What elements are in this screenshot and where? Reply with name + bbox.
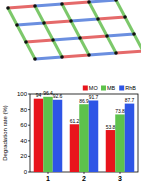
data-label: 53.8 xyxy=(106,124,116,130)
figure: 0 20 40 60 80 100 Degradation rate (%) 9496.492… xyxy=(0,0,141,189)
y-tick xyxy=(28,140,30,141)
rod xyxy=(44,21,71,23)
rod xyxy=(125,17,134,34)
data-label: 91.7 xyxy=(89,94,99,100)
bar xyxy=(89,100,99,172)
rod xyxy=(35,6,44,23)
y-tick xyxy=(28,156,30,157)
node xyxy=(42,21,46,25)
rod xyxy=(116,51,141,53)
y-tick-label: 0 xyxy=(24,169,28,175)
bar xyxy=(79,104,89,172)
x-tick xyxy=(84,172,85,174)
data-labels: 9496.492.6 61.2 86.991.7 53.8 73.887.7 xyxy=(36,90,135,129)
x-tick xyxy=(120,172,121,174)
rod xyxy=(26,42,35,59)
rod xyxy=(107,34,134,36)
legend-swatch xyxy=(83,86,88,91)
node xyxy=(6,6,10,10)
data-label: 61.2 xyxy=(70,118,80,124)
legend-label: MO xyxy=(89,85,99,91)
y-tick xyxy=(28,172,30,173)
rod xyxy=(17,23,44,25)
node xyxy=(69,19,73,23)
node xyxy=(51,38,55,42)
y-tick xyxy=(28,94,30,95)
data-label: 94 xyxy=(36,92,42,98)
bar xyxy=(125,104,135,172)
rod xyxy=(71,21,80,38)
rod xyxy=(17,25,26,42)
rod xyxy=(80,36,107,38)
rod xyxy=(89,0,116,2)
rod xyxy=(8,8,17,25)
legend-label: RhB xyxy=(125,85,136,91)
node xyxy=(15,23,19,27)
rod xyxy=(80,38,89,55)
rod xyxy=(35,57,62,59)
y-tick xyxy=(28,125,30,126)
rod xyxy=(53,38,80,40)
node xyxy=(96,17,100,21)
y-axis-label: Degradation rate (%) xyxy=(2,105,8,161)
node xyxy=(87,53,91,57)
node xyxy=(60,2,64,6)
x-tick-label: 2 xyxy=(82,175,86,182)
node xyxy=(24,40,28,44)
node xyxy=(114,0,118,2)
y-tick xyxy=(28,109,30,110)
rod xyxy=(8,6,35,8)
node xyxy=(33,57,37,61)
rod xyxy=(71,19,98,21)
rod xyxy=(44,23,53,40)
node xyxy=(60,55,64,59)
rod xyxy=(53,40,62,57)
rod xyxy=(62,4,71,21)
y-tick-label: 40 xyxy=(20,138,27,144)
legend-swatch xyxy=(119,86,124,91)
node xyxy=(33,4,37,8)
plot-frame xyxy=(30,94,138,172)
bar xyxy=(106,130,116,172)
node xyxy=(105,34,109,38)
node xyxy=(87,0,91,4)
bar xyxy=(43,97,53,172)
rod xyxy=(134,34,141,51)
data-label: 96.4 xyxy=(43,90,53,96)
bar xyxy=(70,124,80,172)
x-tick-label: 3 xyxy=(118,175,122,182)
node xyxy=(114,51,118,55)
rod xyxy=(89,53,116,55)
rod xyxy=(26,40,53,42)
data-label: 92.6 xyxy=(53,93,63,99)
y-tick-label: 100 xyxy=(17,91,28,97)
lattice-diagram xyxy=(6,0,141,61)
y-tick-label: 60 xyxy=(20,122,27,128)
bar xyxy=(34,99,44,172)
rod xyxy=(35,4,62,6)
legend: RhB MB MO xyxy=(83,85,136,91)
y-tick-label: 20 xyxy=(20,153,27,159)
rod xyxy=(89,2,98,19)
legend-swatch xyxy=(101,86,106,91)
bar xyxy=(53,100,63,172)
data-label: 86.9 xyxy=(79,98,89,104)
node xyxy=(132,32,136,36)
data-label: 87.7 xyxy=(125,97,135,103)
bars xyxy=(34,97,135,172)
node xyxy=(78,36,82,40)
rod xyxy=(62,55,89,57)
node xyxy=(123,15,127,19)
rod xyxy=(62,2,89,4)
rod xyxy=(116,0,125,17)
rod xyxy=(98,19,107,36)
legend-label: MB xyxy=(107,85,116,91)
y-tick-label: 80 xyxy=(20,107,27,113)
x-tick xyxy=(48,172,49,174)
x-tick-label: 1 xyxy=(46,175,50,182)
data-label: 73.8 xyxy=(115,108,125,114)
rod xyxy=(98,17,125,19)
rod xyxy=(107,36,116,53)
bar xyxy=(115,114,125,172)
